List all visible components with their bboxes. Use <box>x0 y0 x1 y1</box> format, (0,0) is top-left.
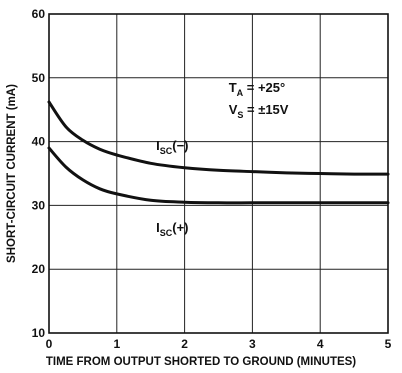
x-tick-label: 1 <box>113 337 120 351</box>
x-tick-label: 3 <box>249 337 256 351</box>
series-label-isc-minus: ISC(−) <box>156 138 188 156</box>
condition-temperature: TA = +25° <box>229 80 286 98</box>
y-tick-label: 10 <box>32 326 46 340</box>
tick-labels: 0 1 2 3 4 5 60 50 40 30 20 10 <box>32 7 392 351</box>
series-label-isc-plus: ISC(+) <box>156 220 188 238</box>
y-tick-label: 20 <box>32 262 46 276</box>
y-tick-label: 30 <box>32 198 46 212</box>
x-tick-label: 5 <box>385 337 392 351</box>
x-tick-label: 0 <box>46 337 53 351</box>
x-axis-label: TIME FROM OUTPUT SHORTED TO GROUND (MINU… <box>46 356 356 368</box>
series-line-isc-plus <box>47 146 390 205</box>
series-line-isc-minus <box>47 100 390 176</box>
y-tick-label: 40 <box>32 135 46 149</box>
condition-supply-voltage: VS = ±15V <box>229 102 289 120</box>
y-tick-label: 50 <box>32 71 46 85</box>
x-tick-label: 2 <box>181 337 188 351</box>
grid-lines <box>49 14 388 333</box>
y-axis-label: SHORT-CIRCUIT CURRENT (mA) <box>6 84 18 263</box>
curves <box>47 100 390 205</box>
x-tick-label: 4 <box>317 337 324 351</box>
y-tick-label: 60 <box>32 7 46 21</box>
